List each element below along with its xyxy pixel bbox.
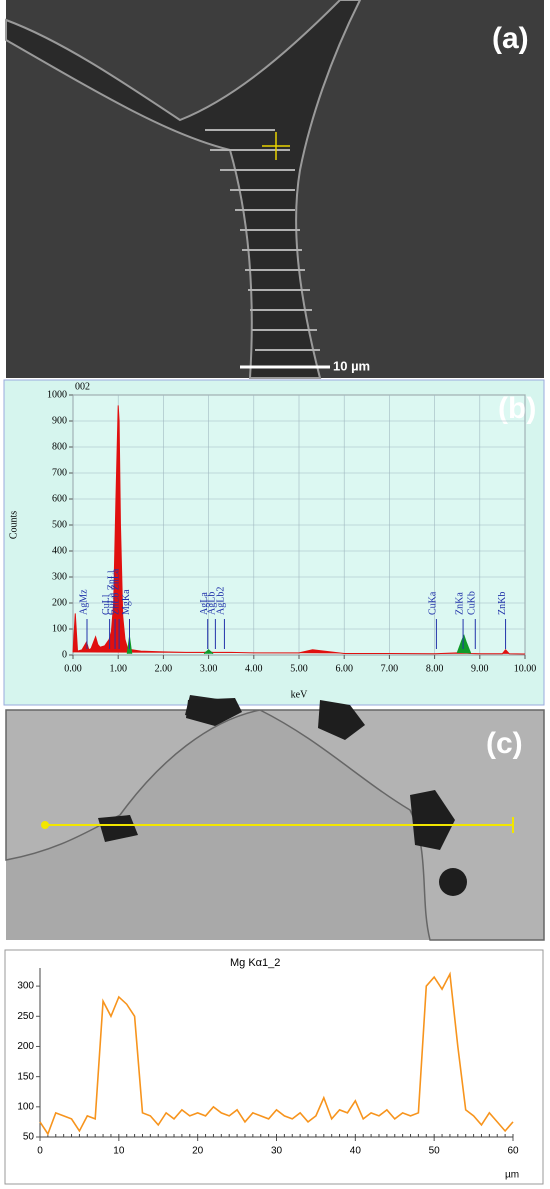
peak-label: AgMz — [78, 589, 89, 615]
y-tick-label: 600 — [52, 493, 67, 504]
panel-label: (c) — [486, 727, 523, 760]
peak-label: AgLa — [199, 592, 210, 615]
x-tick-label: 50 — [429, 1146, 441, 1157]
y-tick-label: 1000 — [47, 389, 67, 400]
y-tick-label: 300 — [52, 571, 67, 582]
y-tick-label: 500 — [52, 519, 67, 530]
y-tick-label: 900 — [52, 415, 67, 426]
x-tick-label: 8.00 — [426, 663, 444, 674]
x-tick-label: 7.00 — [381, 663, 399, 674]
peak-label: CuLa ZnLl — [106, 570, 117, 615]
y-tick-label: 200 — [52, 597, 67, 608]
x-tick-label: 0 — [37, 1146, 43, 1157]
y-tick-label: 150 — [17, 1071, 34, 1082]
peak-label: CuKa — [428, 591, 439, 615]
y-tick-label: 800 — [52, 441, 67, 452]
x-tick-label: 10 — [113, 1146, 125, 1157]
peak-label: CuKb — [467, 591, 478, 615]
y-tick-label: 700 — [52, 467, 67, 478]
peak-label: ZnLb ZnLa — [110, 568, 121, 615]
chart-title: Mg Kα1_2 — [230, 957, 280, 969]
peak-label: CuLl — [101, 594, 112, 615]
x-tick-label: 2.00 — [155, 663, 173, 674]
panel-label: (a) — [492, 22, 529, 55]
micrograph-a — [5, 0, 544, 379]
x-tick-label: 3.00 — [200, 663, 218, 674]
peak-label: AgLb — [207, 592, 218, 615]
chart-title: 002 — [75, 381, 90, 392]
peak-label: AgLb2 — [216, 587, 227, 615]
profile-panel — [4, 949, 544, 1185]
y-tick-label: 200 — [17, 1041, 34, 1052]
x-axis-label: keV — [291, 689, 308, 700]
micrograph-c — [5, 695, 545, 941]
x-tick-label: 4.00 — [245, 663, 263, 674]
scale-bar-label: 10 µm — [333, 358, 370, 373]
x-tick-label: 5.00 — [290, 663, 308, 674]
y-tick-label: 300 — [17, 981, 34, 992]
y-tick-label: 400 — [52, 545, 67, 556]
x-tick-label: 10.00 — [514, 663, 537, 674]
peak-label: MgKa — [121, 589, 132, 615]
x-tick-label: 60 — [507, 1146, 519, 1157]
panel-label: (b) — [498, 392, 536, 425]
y-tick-label: 100 — [17, 1101, 34, 1112]
x-tick-label: 6.00 — [335, 663, 353, 674]
x-tick-label: 30 — [271, 1146, 283, 1157]
x-axis-label: µm — [505, 1170, 519, 1181]
x-tick-label: 9.00 — [471, 663, 489, 674]
peak-label: ZnKa — [454, 592, 465, 615]
peak-label: ZnKb — [497, 592, 508, 615]
x-tick-label: 0.00 — [64, 663, 82, 674]
x-tick-label: 20 — [192, 1146, 204, 1157]
y-tick-label: 0 — [62, 649, 67, 660]
y-axis-label: Counts — [8, 511, 19, 539]
x-tick-label: 1.00 — [109, 663, 127, 674]
y-tick-label: 50 — [23, 1132, 35, 1143]
y-tick-label: 100 — [52, 623, 67, 634]
y-tick-label: 250 — [17, 1011, 34, 1022]
profile-line — [39, 971, 514, 1136]
x-tick-label: 40 — [350, 1146, 362, 1157]
